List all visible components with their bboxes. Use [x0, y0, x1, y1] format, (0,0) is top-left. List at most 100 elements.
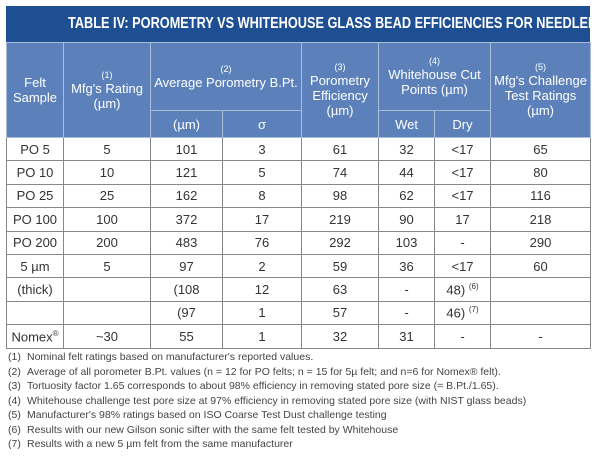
table-cell: 57	[301, 300, 380, 326]
table-cell: 483	[150, 230, 223, 255]
table-row: PO 5 5 101 3 61 32 <17 65	[6, 136, 592, 162]
footnote-text: Manufacturer's 98% ratings based on ISO …	[27, 409, 387, 421]
table-row: PO 10 10 121 5 74 44 <17 80	[6, 160, 592, 185]
table-cell: 1	[221, 300, 303, 326]
table-cell: Nomex®	[6, 324, 64, 349]
table-cell: 10	[63, 160, 151, 185]
table-cell: 59	[301, 253, 380, 279]
footnote-number: (4)	[8, 394, 21, 407]
table-title-bar: TABLE IV: POROMETRY VS WHITEHOUSE GLASS …	[6, 6, 590, 42]
table-cell: PO 200	[6, 230, 64, 255]
table-cell: 80	[490, 160, 592, 185]
table-cell: 162	[150, 183, 223, 209]
table-cell: 65	[490, 136, 592, 162]
table-cell: 17	[221, 207, 303, 232]
table-cell: 218	[490, 207, 592, 232]
footnote: (1) Nominal felt ratings based on manufac…	[8, 350, 526, 365]
header-wet: Wet	[378, 110, 436, 138]
header-challenge-ratings: (5) Mfg's Challenge Test Ratings (µm)	[490, 42, 592, 138]
table-cell: -	[434, 230, 492, 255]
header-felt-sample: Felt Sample	[6, 42, 64, 138]
table-cell: 103	[378, 230, 436, 255]
table-cell: 76	[221, 230, 303, 255]
header-whitehouse-cut-points: (4) Whitehouse Cut Points (µm)	[378, 42, 492, 111]
footnote-text: Nominal felt ratings based on manufactur…	[27, 351, 314, 363]
table-cell: 101	[150, 136, 223, 162]
footnote: (3) Tortuosity factor 1.65 corresponds to…	[8, 379, 526, 394]
header-mfg-rating: (1) Mfg's Rating (µm)	[63, 42, 151, 138]
table-cell: 100	[63, 207, 151, 232]
table-cell: 200	[63, 230, 151, 255]
table-row: PO 25 25 162 8 98 62 <17 116	[6, 183, 592, 209]
table-cell: 44	[378, 160, 436, 185]
footnote-number: (2)	[8, 365, 21, 378]
header-avg-sigma: σ	[221, 110, 303, 138]
table-cell: PO 100	[6, 207, 64, 232]
table-cell: 5	[63, 253, 151, 279]
footnote-text: Whitehouse challenge test pore size at 9…	[27, 394, 527, 407]
footnote-number: (5)	[8, 409, 21, 421]
footnote-text: Average of all porometer B.Pt. values (n…	[27, 365, 501, 378]
table-cell: 63	[301, 277, 380, 302]
table-cell	[490, 277, 592, 302]
table-cell: 46) (7)	[434, 300, 492, 326]
table-cell: 116	[490, 183, 592, 209]
table-row: (thick) (108 12 63-48) (6)	[6, 277, 592, 302]
table-cell: 219	[301, 207, 380, 232]
footnote-text: Results with a new 5 µm felt from the sa…	[27, 438, 293, 450]
table-cell: <17	[434, 183, 492, 209]
table-cell	[63, 277, 151, 302]
table-cell: 55	[150, 324, 223, 349]
table-cell: 62	[378, 183, 436, 209]
table-cell: 25	[63, 183, 151, 209]
table-row: PO 200 200 483 76 292 103-290	[6, 230, 592, 255]
table-cell: 17	[434, 207, 492, 232]
table-cell	[490, 300, 592, 326]
footnote-number: (1)	[8, 351, 21, 363]
header-dry: Dry	[434, 110, 492, 138]
footnote-number: (7)	[8, 438, 21, 450]
table-cell	[6, 300, 64, 326]
table-cell: 292	[301, 230, 380, 255]
table-cell: PO 10	[6, 160, 64, 185]
footnote: (2) Average of all porometer B.Pt. values…	[8, 365, 526, 380]
table-cell: 5 µm	[6, 253, 64, 279]
table-row: PO 100 100 372 17 219 90 17 218	[6, 207, 592, 232]
table-cell: 2	[221, 253, 303, 279]
table-cell: -	[434, 324, 492, 349]
table-cell: 90	[378, 207, 436, 232]
table-title: TABLE IV: POROMETRY VS WHITEHOUSE GLASS …	[68, 15, 590, 32]
footnote-text: Results with our new Gilson sonic sifter…	[27, 423, 399, 436]
table-cell: 98	[301, 183, 380, 209]
table-cell: 32	[301, 324, 380, 349]
table-cell: 290	[490, 230, 592, 255]
data-table: Felt Sample (1) Mfg's Rating (µm) (2) Aver…	[6, 42, 592, 349]
table-cell: (thick)	[6, 277, 64, 302]
table-cell: 5	[221, 160, 303, 185]
table-cell: (108	[150, 277, 223, 302]
header-porometry-efficiency: (3) Porometry Efficiency (µm)	[301, 42, 380, 138]
table-cell: 61	[301, 136, 380, 162]
table-cell: 97	[150, 253, 223, 279]
table-cell: PO 5	[6, 136, 64, 162]
footnote: (4) Whitehouse challenge test pore size a…	[8, 394, 526, 409]
table-cell: 48) (6)	[434, 277, 492, 302]
table-cell: 12	[221, 277, 303, 302]
footnote: (7) Results with a new 5 µm felt from the…	[8, 437, 526, 452]
header-average-porometry: (2) Average Porometry B.Pt.	[149, 42, 303, 111]
table-cell	[63, 300, 151, 326]
table-cell: 31	[378, 324, 436, 349]
footnotes: (1) Nominal felt ratings based on manufac…	[8, 350, 526, 452]
table-row: 5 µm 5 97 2 59 36 <17 60	[6, 253, 592, 279]
table-cell: 36	[378, 253, 436, 279]
table-cell: PO 25	[6, 183, 64, 209]
table-cell: 8	[221, 183, 303, 209]
footnote-number: (3)	[8, 380, 21, 392]
table-cell: 32	[378, 136, 436, 162]
table-row: (97 1 57-46) (7)	[6, 300, 592, 326]
table-cell: 372	[150, 207, 223, 232]
table-cell: 74	[301, 160, 380, 185]
table-cell: -	[378, 277, 436, 302]
table-cell: 121	[150, 160, 223, 185]
table-cell: <17	[434, 136, 492, 162]
